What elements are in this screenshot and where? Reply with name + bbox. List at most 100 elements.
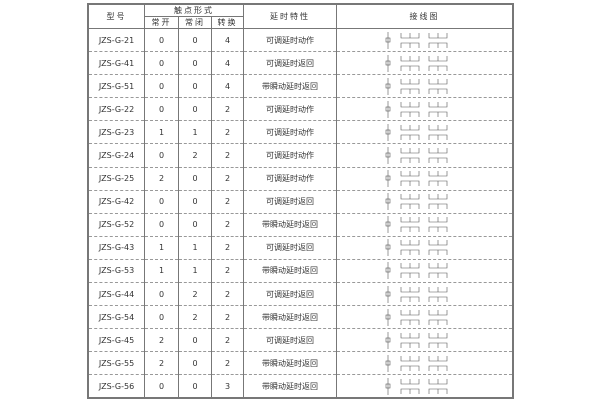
wiring-cell — [336, 259, 514, 284]
wiring-diagram-icon — [385, 123, 447, 141]
header-delay: 延时特性 — [243, 4, 337, 29]
no-count-cell: 0 — [144, 74, 179, 99]
wiring-cell — [336, 190, 514, 214]
wiring-cell — [336, 28, 514, 53]
wiring-diagram-icon — [385, 285, 447, 303]
table-row: JZS-G-52 0 0 2 带瞬动延时返回 — [87, 213, 514, 237]
table-row: JZS-G-25 2 0 2 可调延时动作 — [87, 167, 514, 191]
wiring-cell — [336, 97, 514, 122]
nc-count-cell: 0 — [178, 167, 212, 191]
model-cell: JZS-G-42 — [87, 190, 145, 214]
nc-count-cell: 0 — [178, 97, 212, 122]
wiring-diagram-icon — [385, 147, 447, 165]
model-cell: JZS-G-44 — [87, 282, 145, 307]
no-count-cell: 0 — [144, 143, 179, 168]
wiring-cell — [336, 143, 514, 168]
no-count-cell: 1 — [144, 120, 179, 145]
nc-count-cell: 2 — [178, 282, 212, 307]
no-count-cell: 0 — [144, 305, 179, 330]
no-count-cell: 0 — [144, 282, 179, 307]
wiring-diagram-icon — [385, 100, 447, 118]
model-cell: JZS-G-23 — [87, 120, 145, 145]
changeover-count-cell: 2 — [211, 236, 244, 260]
table-row: JZS-G-21 0 0 4 可调延时动作 — [87, 28, 514, 53]
delay-cell: 可调延时动作 — [243, 120, 337, 145]
wiring-cell — [336, 51, 514, 76]
wiring-diagram-icon — [385, 170, 447, 188]
wiring-cell — [336, 374, 514, 398]
no-count-cell: 0 — [144, 97, 179, 122]
table-row: JZS-G-53 1 1 2 带瞬动延时返回 — [87, 259, 514, 284]
wiring-diagram-icon — [385, 77, 447, 95]
nc-count-cell: 1 — [178, 236, 212, 260]
wiring-diagram-icon — [385, 331, 447, 349]
delay-cell: 带瞬动延时返回 — [243, 259, 337, 284]
wiring-diagram-icon — [385, 377, 447, 395]
delay-cell: 带瞬动延时返回 — [243, 305, 337, 330]
wiring-cell — [336, 236, 514, 260]
delay-cell: 可调延时返回 — [243, 51, 337, 76]
wiring-cell — [336, 74, 514, 99]
table-row: JZS-G-41 0 0 4 可调延时返回 — [87, 51, 514, 76]
changeover-count-cell: 2 — [211, 305, 244, 330]
table-row: JZS-G-56 0 0 3 带瞬动延时返回 — [87, 374, 514, 398]
wiring-diagram-icon — [385, 262, 447, 280]
header-changeover: 转换 — [211, 16, 244, 29]
delay-cell: 带瞬动延时返回 — [243, 74, 337, 99]
model-cell: JZS-G-55 — [87, 351, 145, 376]
header-model: 型号 — [87, 4, 145, 29]
changeover-count-cell: 2 — [211, 190, 244, 214]
model-cell: JZS-G-56 — [87, 374, 145, 398]
wiring-diagram-icon — [385, 54, 447, 72]
wiring-diagram-icon — [385, 193, 447, 211]
wiring-cell — [336, 120, 514, 145]
changeover-count-cell: 2 — [211, 97, 244, 122]
wiring-cell — [336, 351, 514, 376]
changeover-count-cell: 2 — [211, 167, 244, 191]
nc-count-cell: 2 — [178, 305, 212, 330]
table-row: JZS-G-54 0 2 2 带瞬动延时返回 — [87, 305, 514, 330]
wiring-cell — [336, 328, 514, 353]
model-cell: JZS-G-43 — [87, 236, 145, 260]
model-cell: JZS-G-21 — [87, 28, 145, 53]
delay-cell: 可调延时动作 — [243, 167, 337, 191]
nc-count-cell: 0 — [178, 51, 212, 76]
changeover-count-cell: 2 — [211, 259, 244, 284]
model-cell: JZS-G-24 — [87, 143, 145, 168]
header-no: 常开 — [144, 16, 179, 29]
changeover-count-cell: 4 — [211, 28, 244, 53]
no-count-cell: 2 — [144, 351, 179, 376]
delay-cell: 可调延时返回 — [243, 236, 337, 260]
table-row: JZS-G-51 0 0 4 带瞬动延时返回 — [87, 74, 514, 99]
wiring-cell — [336, 167, 514, 191]
changeover-count-cell: 2 — [211, 213, 244, 237]
wiring-diagram-icon — [385, 216, 447, 234]
model-cell: JZS-G-54 — [87, 305, 145, 330]
nc-count-cell: 0 — [178, 374, 212, 398]
delay-cell: 带瞬动延时返回 — [243, 213, 337, 237]
changeover-count-cell: 2 — [211, 328, 244, 353]
relay-spec-table: 型号 触点形式 延时特性 接线图 常开 常闭 转换 JZS-G-21 0 0 4 可调延… — [87, 3, 514, 399]
wiring-diagram-icon — [385, 354, 447, 372]
nc-count-cell: 2 — [178, 143, 212, 168]
table-row: JZS-G-23 1 1 2 可调延时动作 — [87, 120, 514, 145]
changeover-count-cell: 4 — [211, 74, 244, 99]
nc-count-cell: 0 — [178, 74, 212, 99]
table-row: JZS-G-24 0 2 2 可调延时动作 — [87, 143, 514, 168]
header-nc: 常闭 — [178, 16, 212, 29]
nc-count-cell: 1 — [178, 120, 212, 145]
nc-count-cell: 0 — [178, 213, 212, 237]
delay-cell: 带瞬动延时返回 — [243, 374, 337, 398]
no-count-cell: 0 — [144, 28, 179, 53]
wiring-diagram-icon — [385, 31, 447, 49]
header-wiring: 接线图 — [336, 4, 514, 29]
wiring-diagram-icon — [385, 308, 447, 326]
nc-count-cell: 0 — [178, 328, 212, 353]
nc-count-cell: 0 — [178, 190, 212, 214]
no-count-cell: 2 — [144, 328, 179, 353]
delay-cell: 可调延时动作 — [243, 143, 337, 168]
changeover-count-cell: 4 — [211, 51, 244, 76]
table-row: JZS-G-55 2 0 2 带瞬动延时返回 — [87, 351, 514, 376]
model-cell: JZS-G-53 — [87, 259, 145, 284]
model-cell: JZS-G-25 — [87, 167, 145, 191]
